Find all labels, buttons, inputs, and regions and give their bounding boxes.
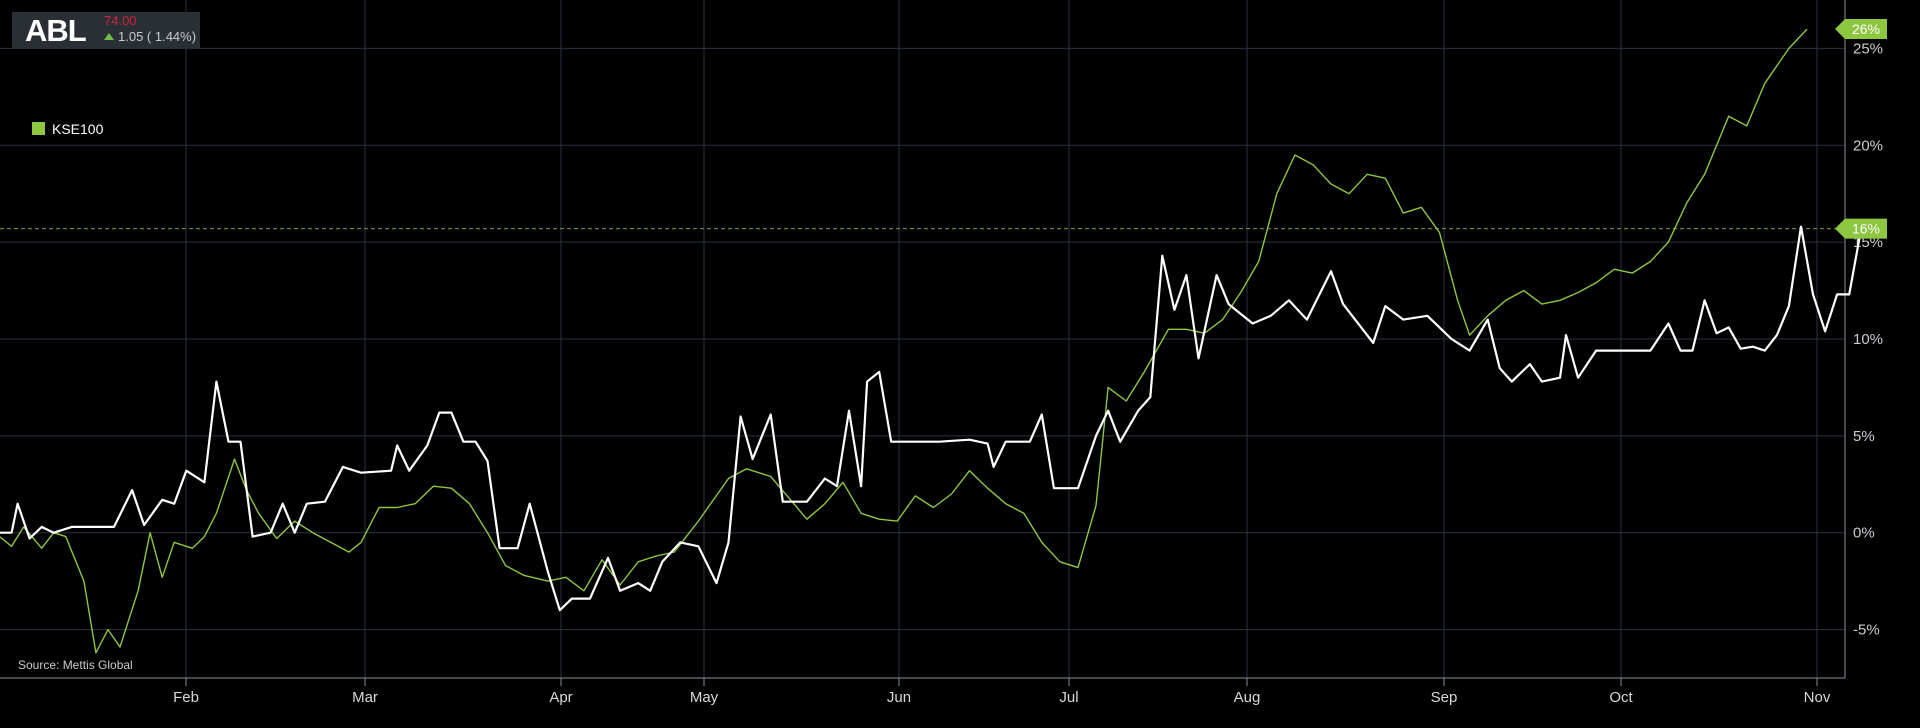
x-tick-label: May [690,689,719,706]
ticker-change: 1.05 ( 1.44%) [104,29,196,44]
ticker-price: 74.00 [104,13,137,28]
y-tick-label: 5% [1853,428,1875,445]
series-line-abl [0,225,1863,612]
x-tick-label: Jun [887,689,911,706]
arrow-up-icon [104,33,114,41]
y-tick-label: -5% [1853,622,1880,639]
legend: KSE100 [32,121,103,137]
x-tick-label: Feb [173,689,199,706]
end-label-bg [1835,19,1887,40]
end-label-abl: 16% [1835,218,1887,239]
x-tick-label: Nov [1804,689,1831,706]
legend-swatch [32,122,45,135]
x-tick-label: Sep [1431,689,1458,706]
series-line-kse100 [0,28,1808,654]
y-tick-label: 0% [1853,525,1875,542]
legend-label: KSE100 [52,121,104,137]
x-tick-label: Jul [1059,689,1078,706]
x-tick-label: Aug [1234,689,1261,706]
x-tick-label: Mar [352,689,378,706]
end-label-bg [1835,218,1887,239]
ticker-symbol: ABL [25,13,87,48]
end-label-kse100: 26% [1835,19,1887,40]
ticker-badge: ABL 74.00 1.05 ( 1.44%) [12,12,200,48]
end-label-text: 16% [1852,221,1880,237]
x-tick-label: Apr [549,689,572,706]
y-tick-label: 20% [1853,137,1883,154]
x-tick-label: Oct [1609,689,1633,706]
y-tick-label: 10% [1853,331,1883,348]
source-note: Source: Mettis Global [18,658,133,672]
ticker-change-value: 1.05 ( 1.44%) [118,29,197,44]
end-label-text: 26% [1852,21,1880,37]
y-tick-label: 25% [1853,40,1883,57]
